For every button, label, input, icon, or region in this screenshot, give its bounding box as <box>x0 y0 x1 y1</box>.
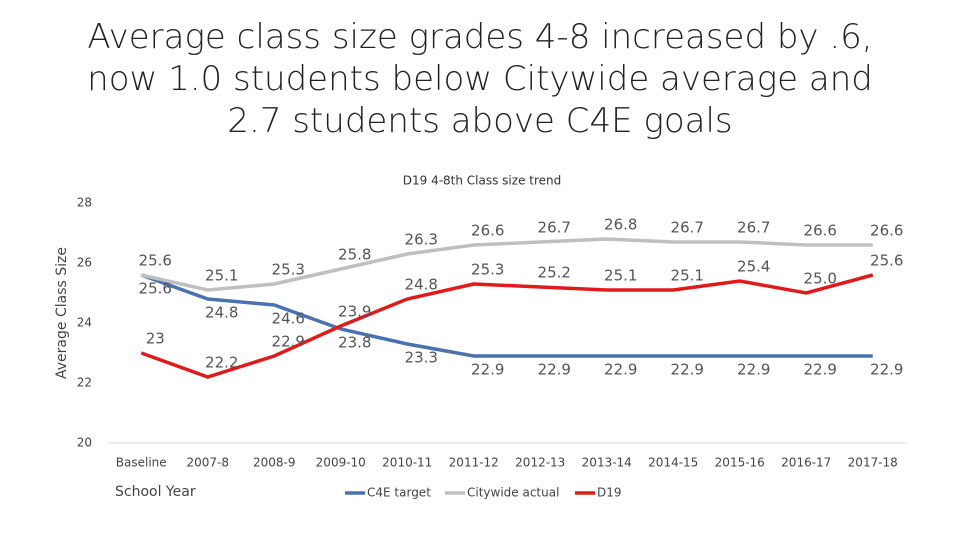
data-label: 25.8 <box>338 246 371 264</box>
data-label: 26.6 <box>804 222 837 240</box>
x-tick-label: 2010-11 <box>382 456 432 470</box>
data-label: 26.7 <box>538 219 571 237</box>
data-label: 22.9 <box>804 361 837 379</box>
y-tick-label: 20 <box>77 436 92 450</box>
data-label: 26.7 <box>737 219 770 237</box>
x-axis-title: School Year <box>115 484 196 500</box>
data-label: 25.4 <box>737 258 770 276</box>
slide-title: Average class size grades 4-8 increased … <box>87 17 873 141</box>
data-label: 25.6 <box>139 280 172 298</box>
x-tick-label: 2012-13 <box>515 456 565 470</box>
series-line <box>140 273 873 358</box>
data-label: 26.6 <box>870 222 903 240</box>
chart-title: D19 4-8th Class size trend <box>403 174 562 188</box>
series-line <box>140 237 873 292</box>
y-tick-label: 28 <box>77 196 92 210</box>
data-label: 26.7 <box>671 219 704 237</box>
data-label: 24.6 <box>272 310 305 328</box>
y-tick-label: 26 <box>77 256 92 270</box>
x-tick-label: 2013-14 <box>582 456 632 470</box>
data-label: 26.6 <box>471 222 504 240</box>
x-tick-label: 2017-18 <box>848 456 898 470</box>
data-label: 22.9 <box>471 361 504 379</box>
x-tick-label: 2016-17 <box>781 456 831 470</box>
data-label: 23.9 <box>338 303 371 321</box>
data-label: 24.8 <box>205 304 238 322</box>
x-tick-label: 2011-12 <box>449 456 499 470</box>
data-label: 25.1 <box>205 267 238 285</box>
legend-label: C4E target <box>367 486 431 500</box>
legend-label: Citywide actual <box>467 486 559 500</box>
legend-label: D19 <box>597 486 622 500</box>
data-label: 25.6 <box>870 252 903 270</box>
data-label: 25.3 <box>471 261 504 279</box>
y-tick-label: 24 <box>77 316 92 330</box>
y-axis-title: Average Class Size <box>54 247 70 379</box>
data-label: 22.2 <box>205 354 238 372</box>
data-label: 23.3 <box>405 349 438 367</box>
data-label: 23.8 <box>338 334 371 352</box>
data-label: 22.9 <box>538 361 571 379</box>
series-line <box>140 273 874 379</box>
data-label: 22.9 <box>671 361 704 379</box>
data-label: 22.9 <box>870 361 903 379</box>
data-label: 26.3 <box>405 231 438 249</box>
data-label: 24.8 <box>405 276 438 294</box>
x-tick-label: 2007-8 <box>186 456 229 470</box>
x-tick-label: Baseline <box>116 456 167 470</box>
data-label: 25.1 <box>671 267 704 285</box>
data-label: 25.3 <box>272 261 305 279</box>
data-label: 23 <box>146 330 165 348</box>
data-label: 22.9 <box>737 361 770 379</box>
data-label: 25.6 <box>139 252 172 270</box>
data-label: 25.1 <box>604 267 637 285</box>
x-tick-label: 2009-10 <box>316 456 366 470</box>
x-tick-label: 2014-15 <box>648 456 698 470</box>
data-label: 22.9 <box>604 361 637 379</box>
data-label: 26.8 <box>604 216 637 234</box>
data-label: 22.9 <box>272 333 305 351</box>
data-label: 25.2 <box>538 264 571 282</box>
data-label: 25.0 <box>804 270 837 288</box>
x-tick-label: 2015-16 <box>715 456 765 470</box>
x-tick-label: 2008-9 <box>253 456 296 470</box>
y-tick-label: 22 <box>77 376 92 390</box>
